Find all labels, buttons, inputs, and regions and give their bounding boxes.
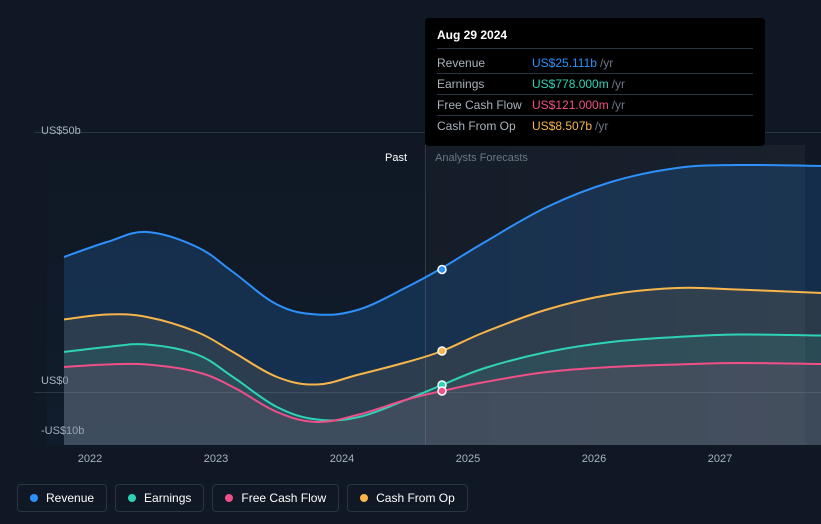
tooltip-value: US$121.000m bbox=[532, 98, 609, 112]
legend-dot-icon bbox=[30, 494, 38, 502]
tooltip-unit: /yr bbox=[612, 77, 625, 91]
tooltip-label: Revenue bbox=[437, 56, 532, 70]
tooltip-label: Free Cash Flow bbox=[437, 98, 532, 112]
tooltip-unit: /yr bbox=[595, 119, 608, 133]
x-axis-tick-label: 2024 bbox=[330, 453, 354, 465]
x-axis-tick-label: 2022 bbox=[78, 453, 102, 465]
tooltip-row-fcf: Free Cash Flow US$121.000m /yr bbox=[437, 95, 753, 116]
legend-dot-icon bbox=[128, 494, 136, 502]
x-axis-tick-label: 2026 bbox=[582, 453, 606, 465]
x-axis-tick-label: 2023 bbox=[204, 453, 228, 465]
tooltip-label: Earnings bbox=[437, 77, 532, 91]
tooltip-row-earnings: Earnings US$778.000m /yr bbox=[437, 74, 753, 95]
tooltip-value: US$25.111b bbox=[532, 56, 597, 70]
legend-item-revenue[interactable]: Revenue bbox=[17, 484, 107, 512]
legend-label: Earnings bbox=[144, 491, 191, 505]
legend-item-cfo[interactable]: Cash From Op bbox=[347, 484, 468, 512]
legend-dot-icon bbox=[225, 494, 233, 502]
tooltip-label: Cash From Op bbox=[437, 119, 532, 133]
legend-item-earnings[interactable]: Earnings bbox=[115, 484, 204, 512]
legend-dot-icon bbox=[360, 494, 368, 502]
x-axis-tick-label: 2027 bbox=[708, 453, 732, 465]
chart-legend: Revenue Earnings Free Cash Flow Cash Fro… bbox=[17, 484, 468, 512]
legend-label: Free Cash Flow bbox=[241, 491, 326, 505]
tooltip-unit: /yr bbox=[600, 56, 613, 70]
chart-tooltip: Aug 29 2024 Revenue US$25.111b /yr Earni… bbox=[425, 18, 765, 146]
x-axis-tick-label: 2025 bbox=[456, 453, 480, 465]
tooltip-row-revenue: Revenue US$25.111b /yr bbox=[437, 53, 753, 74]
legend-item-fcf[interactable]: Free Cash Flow bbox=[212, 484, 339, 512]
tooltip-unit: /yr bbox=[612, 98, 625, 112]
legend-label: Cash From Op bbox=[376, 491, 455, 505]
tooltip-row-cfo: Cash From Op US$8.507b /yr bbox=[437, 116, 753, 136]
tooltip-value: US$8.507b bbox=[532, 119, 592, 133]
legend-label: Revenue bbox=[46, 491, 94, 505]
tooltip-date: Aug 29 2024 bbox=[437, 28, 753, 49]
tooltip-value: US$778.000m bbox=[532, 77, 609, 91]
